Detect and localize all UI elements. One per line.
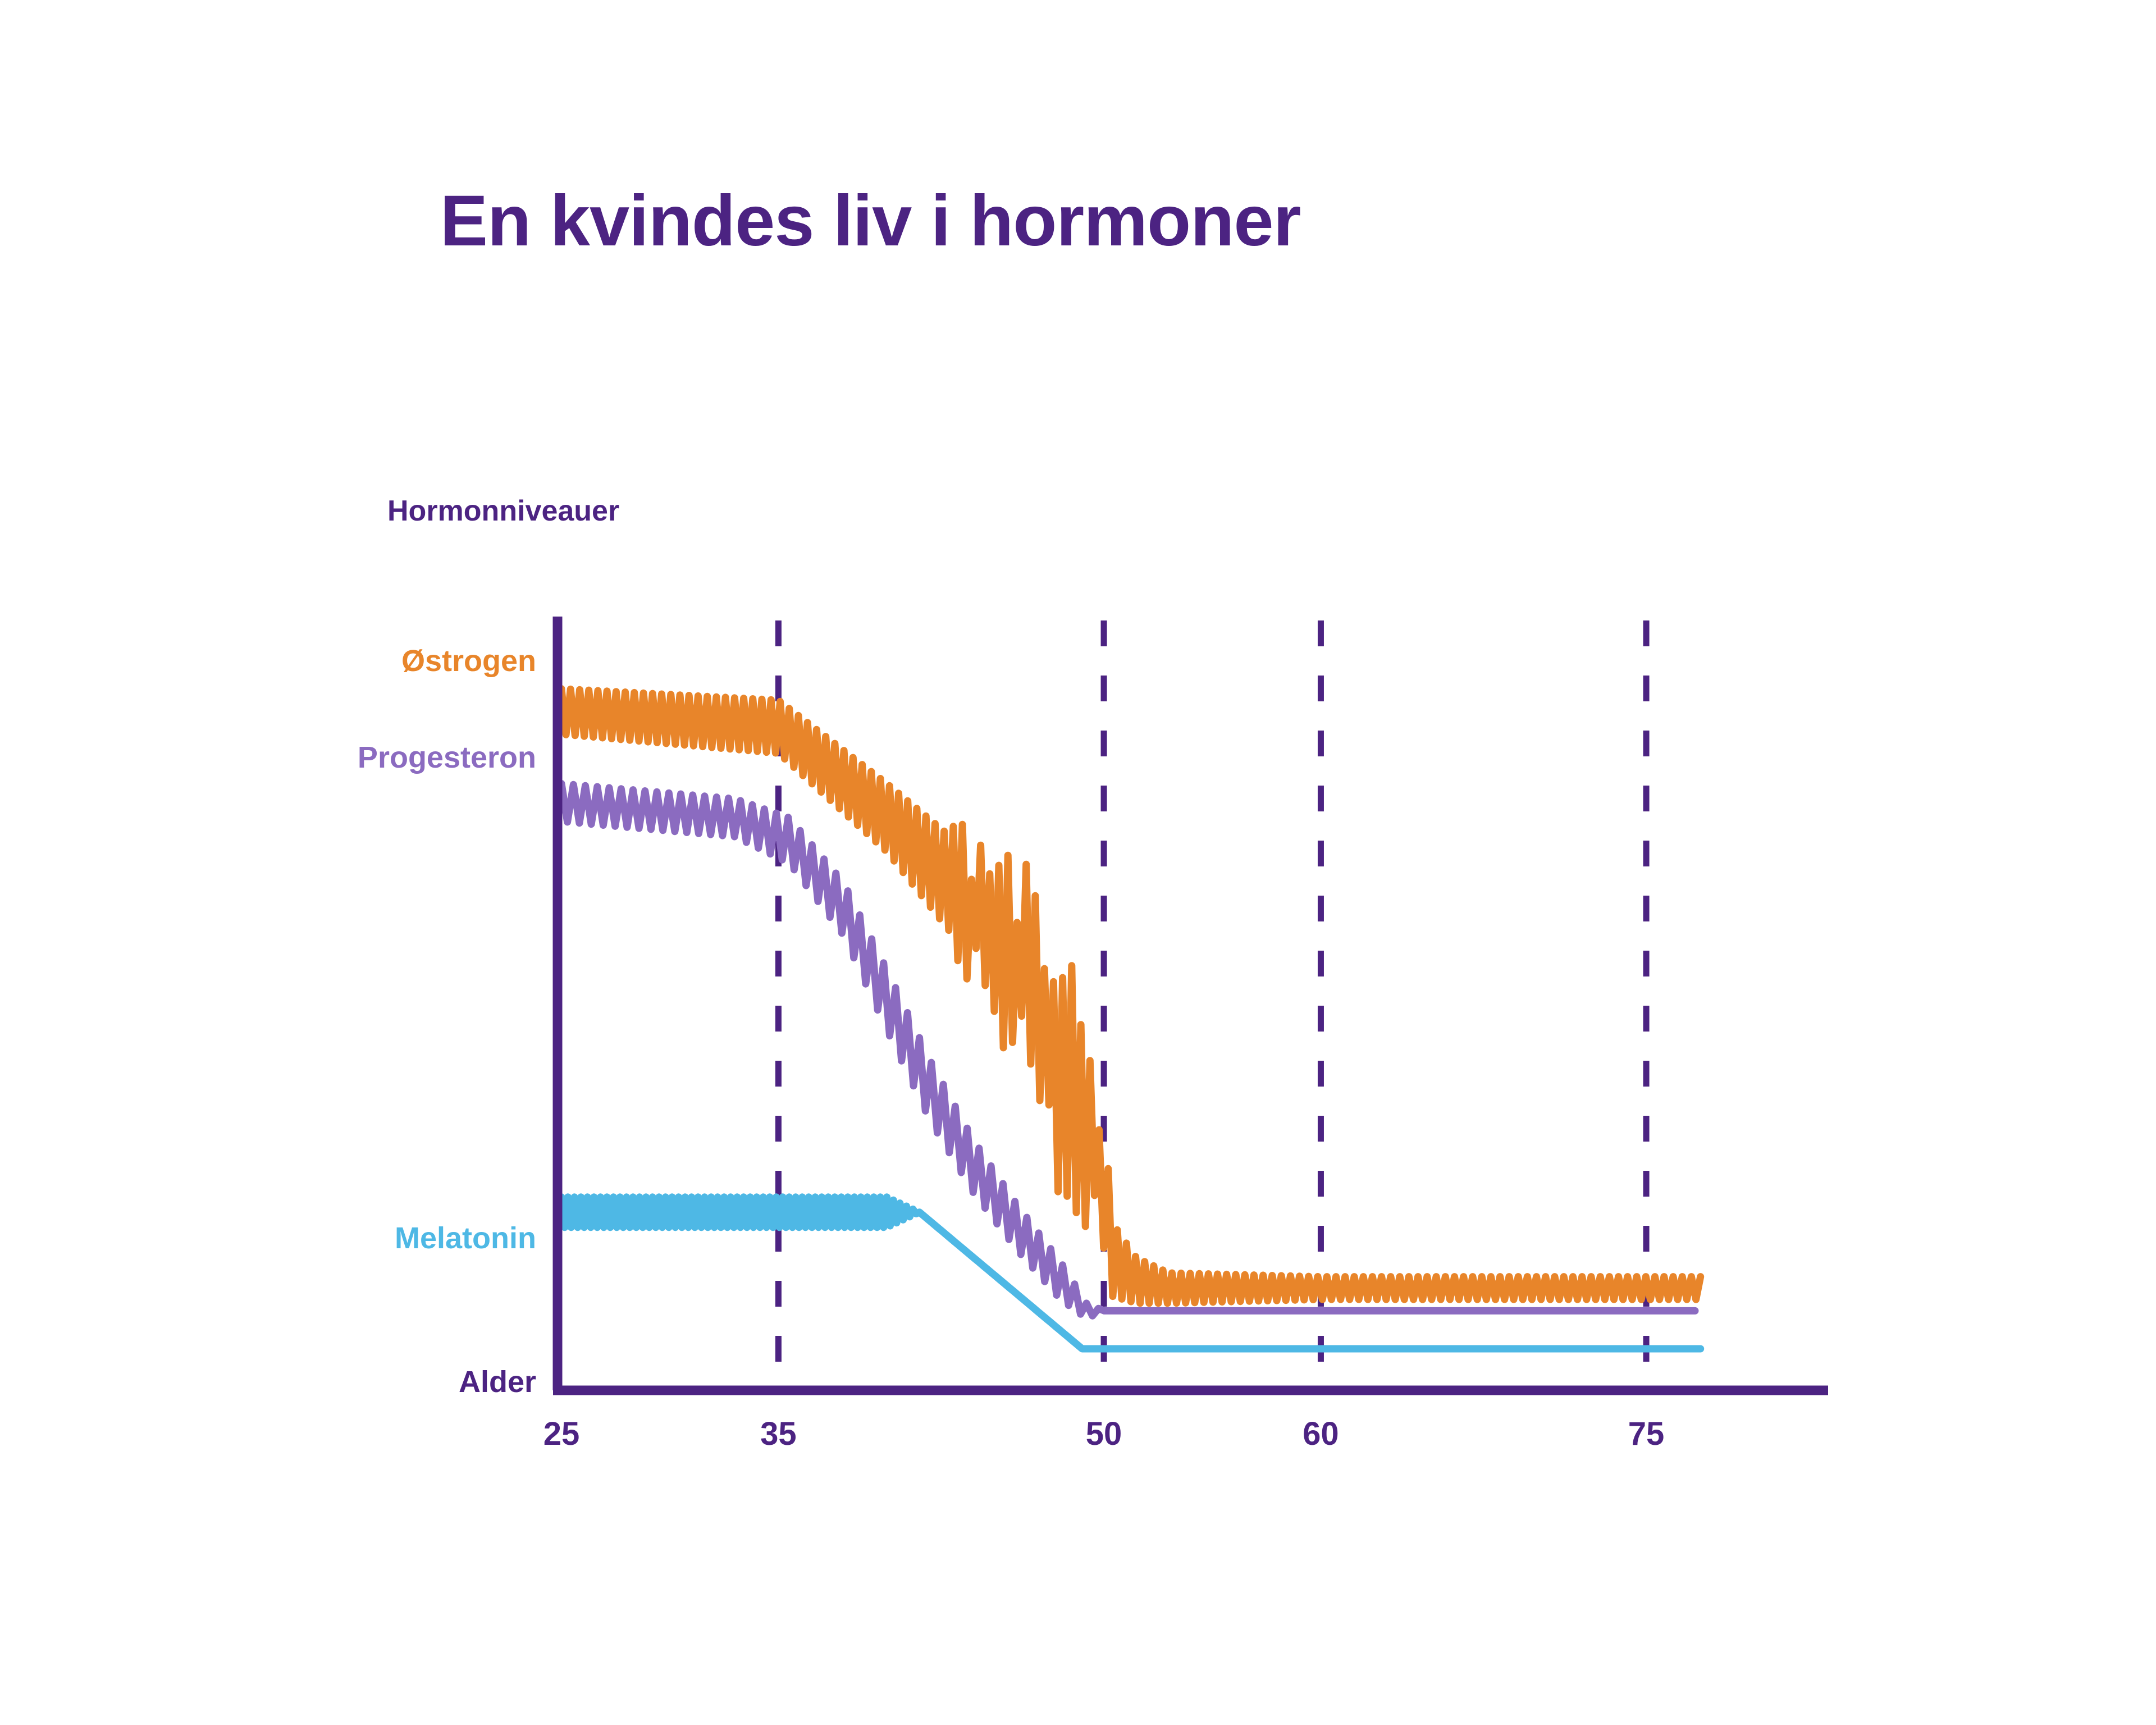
y-axis-title: Hormonniveauer	[387, 495, 620, 527]
x-tick-label-35: 35	[760, 1416, 797, 1452]
page-title: En kvindes liv i hormoner	[440, 181, 1301, 261]
series-label-melatonin: Melatonin	[395, 1221, 536, 1255]
x-tick-label-50: 50	[1085, 1416, 1122, 1452]
x-axis-title: Alder	[458, 1365, 536, 1399]
series-label-ostrogen: Østrogen	[401, 644, 536, 678]
x-tick-label-75: 75	[1628, 1416, 1665, 1452]
series-line-ostrogen	[558, 685, 1705, 1307]
series-line-melatonin	[558, 1193, 1705, 1353]
series-path-group	[558, 685, 1705, 1353]
x-tick-label-25: 25	[543, 1416, 580, 1452]
x-tick-label-60: 60	[1303, 1416, 1339, 1452]
series-line-progesteron	[558, 780, 1699, 1320]
series-label-progesteron: Progesteron	[357, 741, 536, 774]
